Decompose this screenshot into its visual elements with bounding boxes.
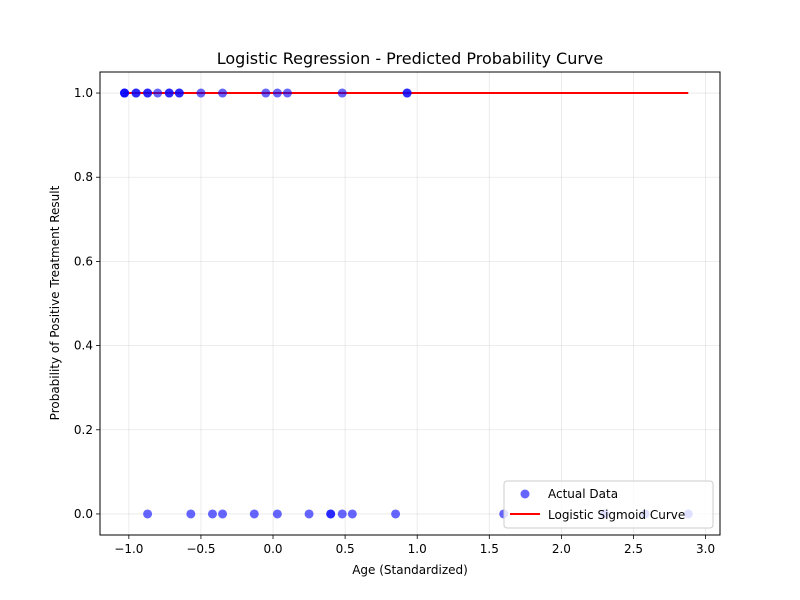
legend-marker-actual-data [520, 489, 530, 499]
data-point [218, 88, 228, 98]
data-point [186, 509, 196, 519]
legend: Actual Data Logistic Sigmoid Curve [503, 480, 714, 529]
data-point [143, 88, 153, 98]
y-axis-title: Probability of Positive Treatment Result [48, 185, 62, 420]
x-tick-label: −1.0 [114, 542, 143, 556]
data-point [164, 88, 174, 98]
x-tick-label: 1.5 [480, 542, 499, 556]
y-axis: 0.0 0.2 0.4 0.6 0.8 1.0 [74, 86, 100, 521]
y-tick-label: 0.8 [74, 170, 93, 184]
data-point [402, 88, 412, 98]
legend-label-actual-data: Actual Data [548, 487, 618, 501]
x-tick-label: 0.0 [263, 542, 282, 556]
data-point [347, 509, 357, 519]
x-tick-label: −0.5 [186, 542, 215, 556]
data-point [131, 88, 141, 98]
data-point [249, 509, 259, 519]
data-point [261, 88, 271, 98]
data-point [304, 509, 314, 519]
x-tick-label: 2.0 [552, 542, 571, 556]
data-point [337, 509, 347, 519]
y-tick-label: 0.2 [74, 423, 93, 437]
data-point [218, 509, 228, 519]
data-point [337, 88, 347, 98]
x-tick-label: 0.5 [336, 542, 355, 556]
y-tick-label: 0.0 [74, 507, 93, 521]
legend-label-sigmoid-curve: Logistic Sigmoid Curve [548, 508, 685, 522]
data-point [153, 88, 163, 98]
data-point [282, 88, 292, 98]
data-point [326, 509, 336, 519]
plot-area [99, 71, 721, 536]
y-tick-label: 0.6 [74, 254, 93, 268]
x-axis-title: Age (Standardized) [352, 563, 468, 577]
data-point [391, 509, 401, 519]
x-tick-label: 2.5 [624, 542, 643, 556]
x-tick-label: 3.0 [696, 542, 715, 556]
data-point [272, 88, 282, 98]
grid [100, 72, 720, 535]
data-point [120, 88, 130, 98]
data-point [143, 509, 153, 519]
x-tick-label: 1.0 [408, 542, 427, 556]
chart-title: Logistic Regression - Predicted Probabil… [217, 49, 603, 68]
data-point [174, 88, 184, 98]
scatter-points-layer [120, 88, 693, 519]
x-axis: −1.0 −0.5 0.0 0.5 1.0 1.5 2.0 2.5 3.0 [114, 535, 715, 556]
y-tick-label: 1.0 [74, 86, 93, 100]
data-point [207, 509, 217, 519]
data-point [272, 509, 282, 519]
y-tick-label: 0.4 [74, 339, 93, 353]
data-point [196, 88, 206, 98]
legend-box [503, 480, 714, 529]
